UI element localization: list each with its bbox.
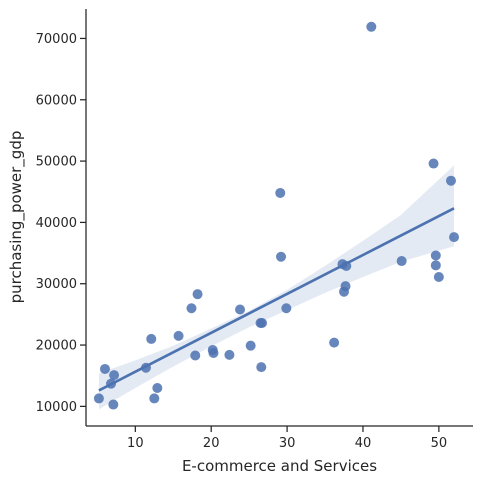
x-axis-label: E-commerce and Services [182, 457, 377, 475]
data-point [186, 303, 197, 314]
y-axis-ticks: 10000 20000 30000 40000 50000 60000 70000 [36, 32, 86, 415]
data-point [275, 187, 286, 198]
data-point [445, 175, 456, 186]
data-point [428, 158, 439, 169]
data-point [245, 340, 256, 351]
data-point [93, 393, 104, 404]
x-axis-ticks: 10 20 30 40 50 [127, 426, 447, 451]
data-point [396, 256, 407, 267]
y-tick-label: 40000 [36, 216, 77, 231]
data-point [149, 393, 160, 404]
data-points [93, 21, 460, 410]
y-tick-label: 20000 [36, 339, 77, 354]
x-tick-label: 30 [279, 436, 296, 451]
data-point [235, 304, 246, 315]
data-point [173, 330, 184, 341]
data-point [224, 349, 235, 360]
data-point [99, 363, 110, 374]
data-point [329, 337, 340, 348]
data-point [430, 250, 441, 261]
data-point [449, 232, 460, 243]
data-point [257, 317, 268, 328]
y-tick-label: 50000 [36, 155, 77, 170]
y-tick-label: 60000 [36, 93, 77, 108]
data-point [276, 251, 287, 262]
data-point [109, 370, 120, 381]
data-point [146, 333, 157, 344]
data-point [208, 348, 219, 359]
data-point [190, 350, 201, 361]
regression-line [98, 207, 455, 392]
confidence-band [98, 165, 455, 410]
y-axis-label: purchasing_power_gdp [7, 131, 26, 304]
data-point [256, 362, 267, 373]
plot-area [93, 21, 460, 410]
data-point [433, 271, 444, 282]
y-tick-label: 30000 [36, 277, 77, 292]
data-point [108, 399, 119, 410]
x-tick-label: 40 [355, 436, 372, 451]
data-point [430, 260, 441, 271]
data-point [192, 289, 203, 300]
x-tick-label: 10 [127, 436, 144, 451]
x-tick-label: 50 [431, 436, 448, 451]
x-tick-label: 20 [203, 436, 220, 451]
data-point [340, 281, 351, 292]
y-tick-label: 70000 [36, 32, 77, 47]
y-tick-label: 10000 [36, 400, 77, 415]
data-point [281, 303, 292, 314]
data-point [152, 382, 163, 393]
data-point [366, 21, 377, 32]
